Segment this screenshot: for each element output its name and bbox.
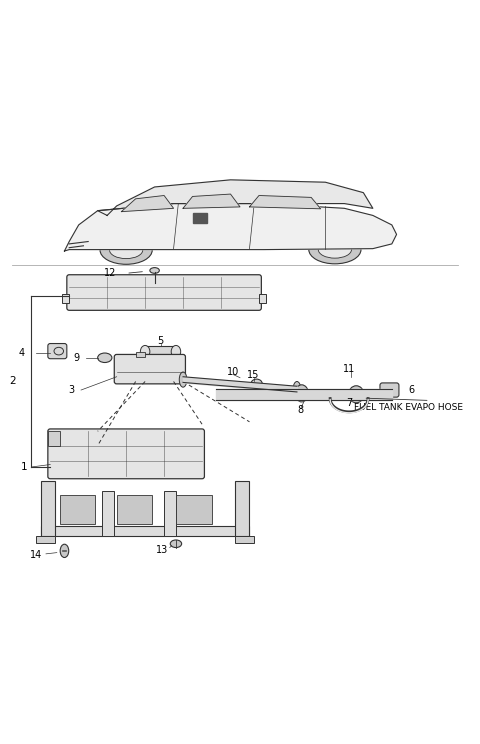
Ellipse shape [348, 385, 364, 403]
Bar [235, 481, 250, 536]
FancyBboxPatch shape [48, 429, 204, 478]
Ellipse shape [140, 345, 150, 358]
Ellipse shape [60, 544, 69, 557]
Ellipse shape [318, 241, 351, 258]
FancyBboxPatch shape [67, 275, 261, 310]
Bar [164, 490, 176, 536]
Polygon shape [192, 213, 207, 222]
Bar [136, 352, 145, 357]
Text: 15: 15 [247, 371, 260, 380]
Text: FUEL TANK EVAPO HOSE: FUEL TANK EVAPO HOSE [354, 403, 463, 412]
Polygon shape [64, 204, 396, 251]
Polygon shape [183, 194, 240, 208]
Text: 4: 4 [19, 347, 25, 358]
Polygon shape [250, 196, 321, 209]
Text: 2: 2 [9, 376, 15, 386]
Bar [117, 496, 152, 524]
Text: 5: 5 [157, 336, 164, 346]
Ellipse shape [295, 385, 308, 402]
Ellipse shape [170, 540, 181, 548]
Bar [60, 496, 96, 524]
Bar [48, 432, 60, 446]
Bar [102, 490, 114, 536]
Text: 9: 9 [73, 353, 79, 363]
Ellipse shape [109, 242, 143, 259]
Ellipse shape [293, 382, 301, 397]
Bar [176, 496, 212, 524]
Bar [145, 346, 176, 358]
Bar [41, 526, 250, 536]
Bar [36, 536, 55, 543]
Bar [62, 294, 69, 304]
Text: 3: 3 [69, 385, 74, 395]
Text: 13: 13 [156, 545, 168, 555]
Ellipse shape [179, 372, 187, 387]
Text: 8: 8 [298, 405, 304, 415]
FancyBboxPatch shape [48, 344, 67, 359]
Ellipse shape [100, 236, 152, 264]
Text: 12: 12 [104, 269, 117, 278]
Ellipse shape [97, 353, 112, 362]
Polygon shape [121, 196, 174, 211]
Text: 1: 1 [21, 462, 27, 472]
Ellipse shape [150, 268, 159, 273]
Text: 7: 7 [346, 398, 352, 408]
Text: 11: 11 [343, 364, 355, 373]
Polygon shape [97, 180, 373, 216]
Ellipse shape [251, 379, 262, 388]
Text: 14: 14 [30, 550, 42, 559]
Bar [41, 481, 55, 536]
Bar [259, 294, 266, 304]
FancyBboxPatch shape [380, 383, 399, 397]
FancyBboxPatch shape [114, 354, 185, 384]
Bar [235, 536, 254, 543]
Ellipse shape [171, 345, 180, 358]
Ellipse shape [309, 235, 361, 264]
Text: 10: 10 [227, 367, 239, 377]
Text: 6: 6 [408, 385, 415, 395]
